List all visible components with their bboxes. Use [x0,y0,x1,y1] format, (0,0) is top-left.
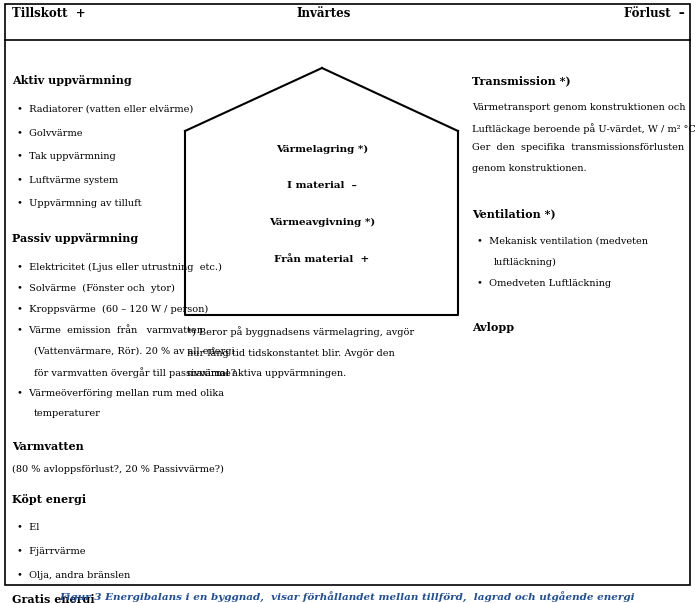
Text: Värmeavgivning *): Värmeavgivning *) [269,218,375,227]
Text: Köpt energi: Köpt energi [12,493,86,505]
Text: Luftläckage beroende på U-värdet, W / m² °C,: Luftläckage beroende på U-värdet, W / m²… [472,124,695,134]
Text: Gratis energi: Gratis energi [12,594,95,603]
Text: Transmission *): Transmission *) [472,75,571,86]
Text: Passiv uppvärmning: Passiv uppvärmning [12,233,138,244]
Text: Värmelagring *): Värmelagring *) [276,145,368,154]
Text: •  Uppvärmning av tilluft: • Uppvärmning av tilluft [17,199,142,208]
Text: *) Beror på byggnadsens värmelagring, avgör: *) Beror på byggnadsens värmelagring, av… [187,326,414,337]
Text: Invärtes: Invärtes [296,7,350,20]
Text: Aktiv uppvärmning: Aktiv uppvärmning [12,75,132,86]
Text: Tillskott  +: Tillskott + [12,7,85,20]
Text: genom konstruktionen.: genom konstruktionen. [472,163,587,172]
Text: •  Omedveten Luftläckning: • Omedveten Luftläckning [477,279,611,288]
Text: luftläckning): luftläckning) [494,257,557,267]
Text: •  Olja, andra bränslen: • Olja, andra bränslen [17,570,130,579]
Text: •  Mekanisk ventilation (medveten: • Mekanisk ventilation (medveten [477,236,648,245]
Text: •  Golvvärme: • Golvvärme [17,128,83,137]
Text: •  Elektricitet (Ljus eller utrustning  etc.): • Elektricitet (Ljus eller utrustning et… [17,262,222,271]
Text: •  Värme  emission  från   varmvatten: • Värme emission från varmvatten [17,326,203,335]
Text: maximal aktiva uppvärmningen.: maximal aktiva uppvärmningen. [187,369,346,378]
Text: •  Värmeöverföring mellan rum med olika: • Värmeöverföring mellan rum med olika [17,388,224,397]
Text: •  El: • El [17,523,40,532]
Text: I material  –: I material – [287,181,357,190]
Text: Varmvatten: Varmvatten [12,441,84,452]
Text: (Vattenvärmare, Rör). 20 % av all energi: (Vattenvärmare, Rör). 20 % av all energi [34,347,235,356]
Text: Värmetransport genom konstruktionen och: Värmetransport genom konstruktionen och [472,104,685,113]
Text: Figur 3 Energibalans i en byggnad,  visar förhållandet mellan tillförd,  lagrad : Figur 3 Energibalans i en byggnad, visar… [60,591,635,602]
Text: temperaturer: temperaturer [34,409,101,418]
Text: för varmvatten övergår till passivvärme?: för varmvatten övergår till passivvärme? [34,367,236,378]
Text: •  Luftvärme system: • Luftvärme system [17,175,118,185]
Text: Avlopp: Avlopp [472,321,514,332]
Text: (80 % avloppsförlust?, 20 % Passivvärme?): (80 % avloppsförlust?, 20 % Passivvärme?… [12,465,224,474]
Text: •  Solvärme  (Fönster och  ytor): • Solvärme (Fönster och ytor) [17,283,175,292]
Text: •  Tak uppvärmning: • Tak uppvärmning [17,152,116,161]
Text: •  Radiatorer (vatten eller elvärme): • Radiatorer (vatten eller elvärme) [17,105,193,114]
Text: Förlust  –: Förlust – [624,7,685,20]
Text: Från material  +: Från material + [275,255,370,264]
Text: hur lång tid tidskonstantet blir. Avgör den: hur lång tid tidskonstantet blir. Avgör … [187,347,395,358]
Text: Ger  den  specifika  transmissionsförlusten: Ger den specifika transmissionsförlusten [472,144,684,153]
Text: •  Fjärrvärme: • Fjärrvärme [17,547,85,556]
Text: •  Kroppsvärme  (60 – 120 W / person): • Kroppsvärme (60 – 120 W / person) [17,305,208,314]
Text: Ventilation *): Ventilation *) [472,209,555,219]
